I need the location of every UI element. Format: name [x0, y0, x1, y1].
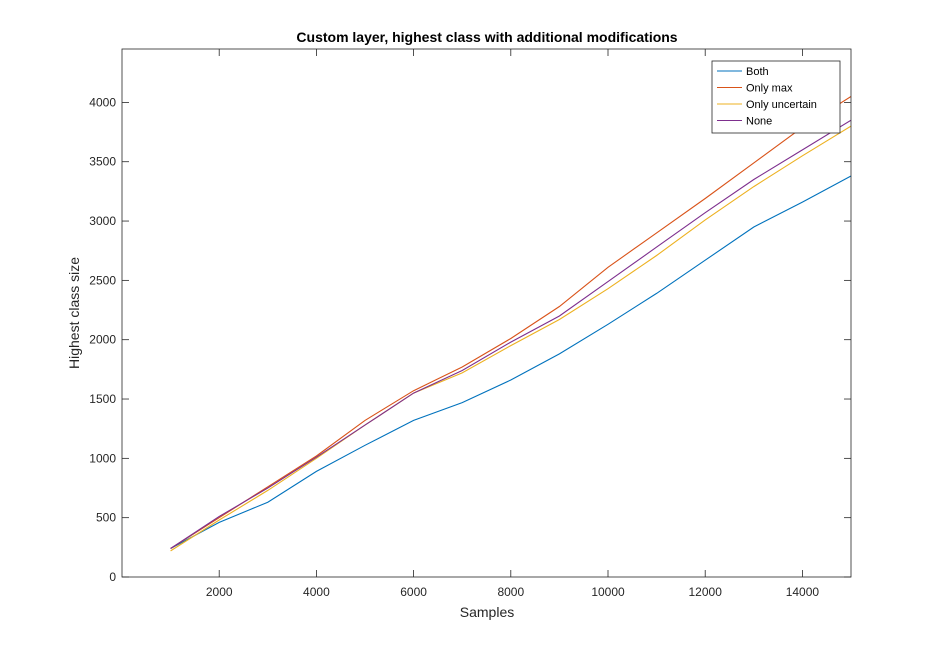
series-line-both	[170, 175, 851, 549]
y-axis-label: Highest class size	[66, 257, 82, 369]
x-tick-label: 8000	[497, 585, 524, 599]
legend-entry: Only uncertain	[746, 99, 817, 111]
x-axis: 2000 4000 6000 8000 10000 12000 14000	[206, 49, 820, 599]
x-tick-label: 6000	[400, 585, 427, 599]
y-tick-label: 2000	[89, 333, 116, 347]
y-tick-label: 3500	[89, 155, 116, 169]
y-tick-label: 4000	[89, 95, 116, 109]
y-tick-label: 3000	[89, 214, 116, 228]
x-tick-label: 4000	[303, 585, 330, 599]
legend-entry: Only max	[746, 83, 793, 95]
legend-entry: None	[746, 116, 772, 128]
y-tick-label: 500	[96, 511, 116, 525]
x-axis-label: Samples	[460, 604, 514, 620]
legend-entry: Both	[746, 66, 769, 78]
chart-title: Custom layer, highest class with additio…	[296, 29, 677, 45]
y-tick-label: 0	[109, 570, 116, 584]
x-tick-label: 10000	[591, 585, 625, 599]
x-tick-label: 2000	[206, 585, 233, 599]
x-tick-label: 12000	[689, 585, 723, 599]
y-tick-label: 2500	[89, 273, 116, 287]
plot-area	[122, 49, 851, 577]
legend-box	[711, 60, 841, 134]
series-line-only-max	[170, 96, 851, 549]
series-layer	[170, 96, 851, 552]
legend: Both Only max Only uncertain None	[711, 60, 841, 134]
series-line-none	[170, 119, 851, 549]
y-axis: 0 500 1000 1500 2000 2500 3000 3500 4000	[89, 95, 851, 584]
series-line-only-uncertain	[170, 125, 851, 552]
y-tick-label: 1000	[89, 451, 116, 465]
x-tick-label: 14000	[786, 585, 820, 599]
y-tick-label: 1500	[89, 392, 116, 406]
plot-frame	[121, 48, 852, 578]
